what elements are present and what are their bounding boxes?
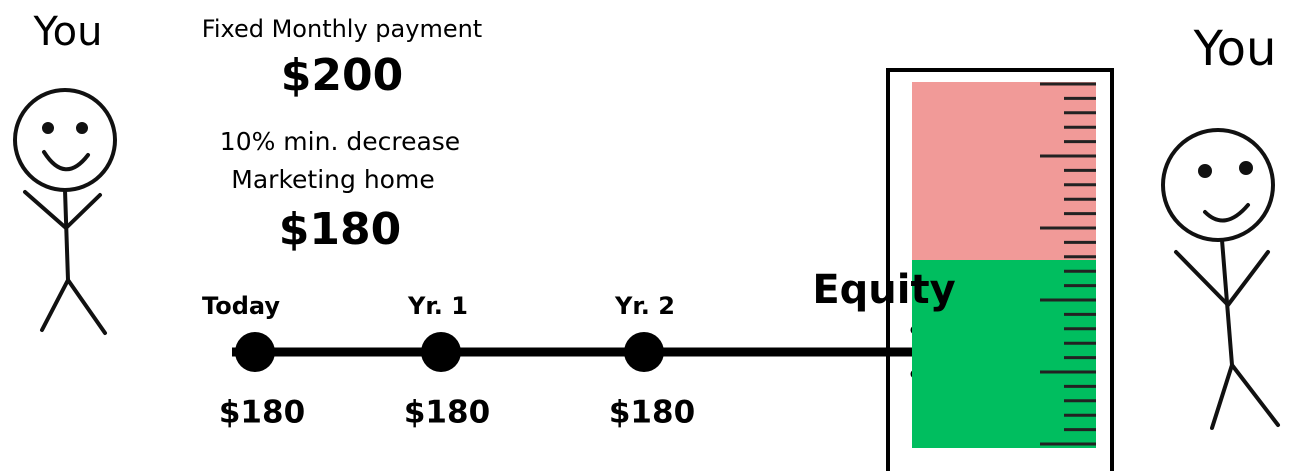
caption: 10% min. decrease bbox=[220, 127, 460, 156]
stick-figure bbox=[1163, 130, 1278, 428]
figure-label: You bbox=[1193, 21, 1277, 77]
timeline-label: Yr. 1 bbox=[407, 292, 468, 320]
caption: Marketing home bbox=[231, 165, 434, 194]
timeline-label: Yr. 2 bbox=[614, 292, 675, 320]
timeline-dot bbox=[235, 332, 275, 372]
timeline-value: $180 bbox=[609, 395, 695, 431]
amount: $200 bbox=[281, 50, 403, 101]
timeline-value: $180 bbox=[219, 395, 305, 431]
amount: $180 bbox=[279, 204, 401, 255]
timeline-value: $180 bbox=[404, 395, 490, 431]
stick-figure bbox=[15, 90, 115, 333]
figure-label: You bbox=[33, 9, 103, 55]
timeline-dot bbox=[421, 332, 461, 372]
caption: Fixed Monthly payment bbox=[202, 15, 482, 43]
diagram: You Fixed Monthly payment $200 10% min. … bbox=[0, 0, 1303, 471]
gauge-label: Equity bbox=[812, 267, 955, 313]
timeline-label: Today bbox=[202, 292, 280, 320]
timeline-dot bbox=[624, 332, 664, 372]
